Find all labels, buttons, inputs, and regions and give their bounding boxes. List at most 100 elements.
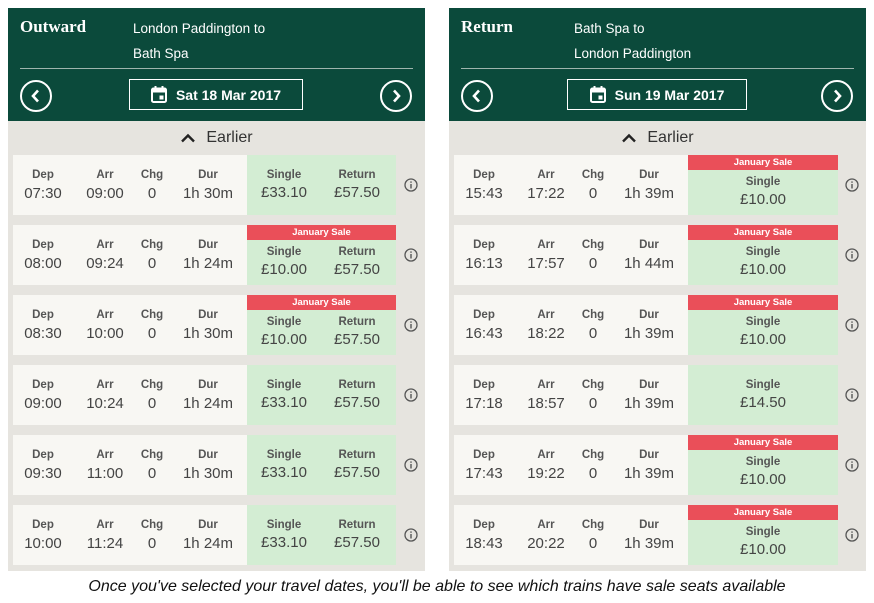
fare-cell[interactable]: Single £33.10 Return £57.50 — [247, 505, 396, 565]
outward-date-picker[interactable]: Sat 18 Mar 2017 — [129, 79, 303, 110]
duration: 1h 44m — [623, 255, 675, 272]
info-icon[interactable] — [404, 318, 418, 332]
dur-label: Dur — [639, 309, 659, 321]
single-label: Single — [266, 316, 302, 328]
arr-time: 10:00 — [86, 325, 124, 342]
header-divider — [20, 68, 413, 69]
header-divider — [461, 68, 854, 69]
info-icon[interactable] — [404, 458, 418, 472]
arr-label: Arr — [537, 379, 555, 391]
changes: 0 — [147, 325, 157, 342]
info-icon[interactable] — [845, 248, 859, 262]
journey-times[interactable]: Dep 15:43 Arr 17:22 Chg 0 Dur 1h 39m — [454, 155, 688, 215]
dur-label: Dur — [639, 379, 659, 391]
fare-cell[interactable]: Single £33.10 Return £57.50 — [247, 365, 396, 425]
next-day-button[interactable] — [821, 80, 853, 112]
single-label: Single — [266, 519, 302, 531]
previous-day-button[interactable] — [20, 80, 52, 112]
dur-label: Dur — [198, 379, 218, 391]
fare-cell[interactable]: January Sale Single £10.00 Return £57.50 — [247, 225, 396, 285]
fare-cell[interactable]: January Sale Single £10.00 — [688, 155, 838, 215]
journey-times[interactable]: Dep 18:43 Arr 20:22 Chg 0 Dur 1h 39m — [454, 505, 688, 565]
earlier-trains-button[interactable]: Earlier — [8, 121, 425, 154]
journey-times[interactable]: Dep 17:18 Arr 18:57 Chg 0 Dur 1h 39m — [454, 365, 688, 425]
dep-label: Dep — [32, 309, 54, 321]
fare-cell[interactable]: January Sale Single £10.00 — [688, 435, 838, 495]
dep-label: Dep — [32, 519, 54, 531]
chg-label: Chg — [140, 309, 164, 321]
info-icon[interactable] — [845, 318, 859, 332]
arr-label: Arr — [537, 239, 555, 251]
journey-times[interactable]: Dep 08:30 Arr 10:00 Chg 0 Dur 1h 30m — [13, 295, 247, 355]
info-icon[interactable] — [404, 248, 418, 262]
chevron-right-icon — [393, 89, 401, 103]
route-from: London Paddington to — [133, 21, 266, 36]
dep-time: 10:00 — [24, 535, 62, 552]
fare-cell[interactable]: Single £33.10 Return £57.50 — [247, 155, 396, 215]
journey-times[interactable]: Dep 16:43 Arr 18:22 Chg 0 Dur 1h 39m — [454, 295, 688, 355]
chg-label: Chg — [140, 239, 164, 251]
outward-header: Outward London Paddington to Bath Spa Sa… — [8, 8, 425, 121]
info-icon[interactable] — [845, 178, 859, 192]
route-to: London Paddington — [574, 46, 692, 61]
previous-day-button[interactable] — [461, 80, 493, 112]
dep-label: Dep — [32, 239, 54, 251]
duration: 1h 30m — [182, 325, 234, 342]
arr-label: Arr — [96, 379, 114, 391]
fare-cell[interactable]: January Sale Single £10.00 — [688, 225, 838, 285]
journey-times[interactable]: Dep 07:30 Arr 09:00 Chg 0 Dur 1h 30m — [13, 155, 247, 215]
dep-time: 08:30 — [24, 325, 62, 342]
earlier-trains-button[interactable]: Earlier — [449, 121, 866, 154]
dep-label: Dep — [473, 239, 495, 251]
arr-time: 10:24 — [86, 395, 124, 412]
return-label: Return — [338, 519, 376, 531]
return-label: Return — [338, 169, 376, 181]
info-icon[interactable] — [845, 388, 859, 402]
journey-times[interactable]: Dep 17:43 Arr 19:22 Chg 0 Dur 1h 39m — [454, 435, 688, 495]
info-icon[interactable] — [845, 458, 859, 472]
dep-label: Dep — [32, 449, 54, 461]
single-price: £33.10 — [261, 534, 307, 551]
journey-times[interactable]: Dep 10:00 Arr 11:24 Chg 0 Dur 1h 24m — [13, 505, 247, 565]
info-icon[interactable] — [845, 528, 859, 542]
return-title: Return — [461, 17, 513, 36]
return-price: £57.50 — [334, 464, 380, 481]
arr-time: 09:00 — [86, 185, 124, 202]
duration: 1h 24m — [182, 535, 234, 552]
arr-time: 09:24 — [86, 255, 124, 272]
journey-row: Dep 17:43 Arr 19:22 Chg 0 Dur 1h 39m January… — [454, 435, 866, 495]
dur-label: Dur — [639, 239, 659, 251]
journey-times[interactable]: Dep 09:30 Arr 11:00 Chg 0 Dur 1h 30m — [13, 435, 247, 495]
dep-label: Dep — [32, 379, 54, 391]
duration: 1h 30m — [182, 185, 234, 202]
fare-cell[interactable]: January Sale Single £10.00 — [688, 505, 838, 565]
info-icon[interactable] — [404, 178, 418, 192]
single-price: £10.00 — [740, 471, 786, 488]
arr-label: Arr — [96, 309, 114, 321]
fare-cell[interactable]: January Sale Single £10.00 — [688, 295, 838, 355]
duration: 1h 30m — [182, 465, 234, 482]
caption: Once you've selected your travel dates, … — [88, 578, 786, 595]
fare-cell[interactable]: Single £14.50 — [688, 365, 838, 425]
single-price: £10.00 — [740, 541, 786, 558]
info-icon[interactable] — [404, 388, 418, 402]
single-price: £33.10 — [261, 394, 307, 411]
chg-label: Chg — [581, 519, 605, 531]
return-date-picker[interactable]: Sun 19 Mar 2017 — [567, 79, 747, 110]
info-icon[interactable] — [404, 528, 418, 542]
dep-time: 18:43 — [465, 535, 503, 552]
next-day-button[interactable] — [380, 80, 412, 112]
fare-cell[interactable]: Single £33.10 Return £57.50 — [247, 435, 396, 495]
journey-times[interactable]: Dep 09:00 Arr 10:24 Chg 0 Dur 1h 24m — [13, 365, 247, 425]
journey-times[interactable]: Dep 16:13 Arr 17:57 Chg 0 Dur 1h 44m — [454, 225, 688, 285]
journey-times[interactable]: Dep 08:00 Arr 09:24 Chg 0 Dur 1h 24m — [13, 225, 247, 285]
single-label: Single — [266, 246, 302, 258]
fare-cell[interactable]: January Sale Single £10.00 Return £57.50 — [247, 295, 396, 355]
return-label: Return — [338, 316, 376, 328]
return-price: £57.50 — [334, 184, 380, 201]
single-label: Single — [266, 169, 302, 181]
return-route: Bath Spa to London Paddington — [574, 16, 691, 66]
single-label: Single — [745, 456, 781, 468]
dep-time: 16:13 — [465, 255, 503, 272]
outward-date: Sat 18 Mar 2017 — [175, 86, 282, 103]
